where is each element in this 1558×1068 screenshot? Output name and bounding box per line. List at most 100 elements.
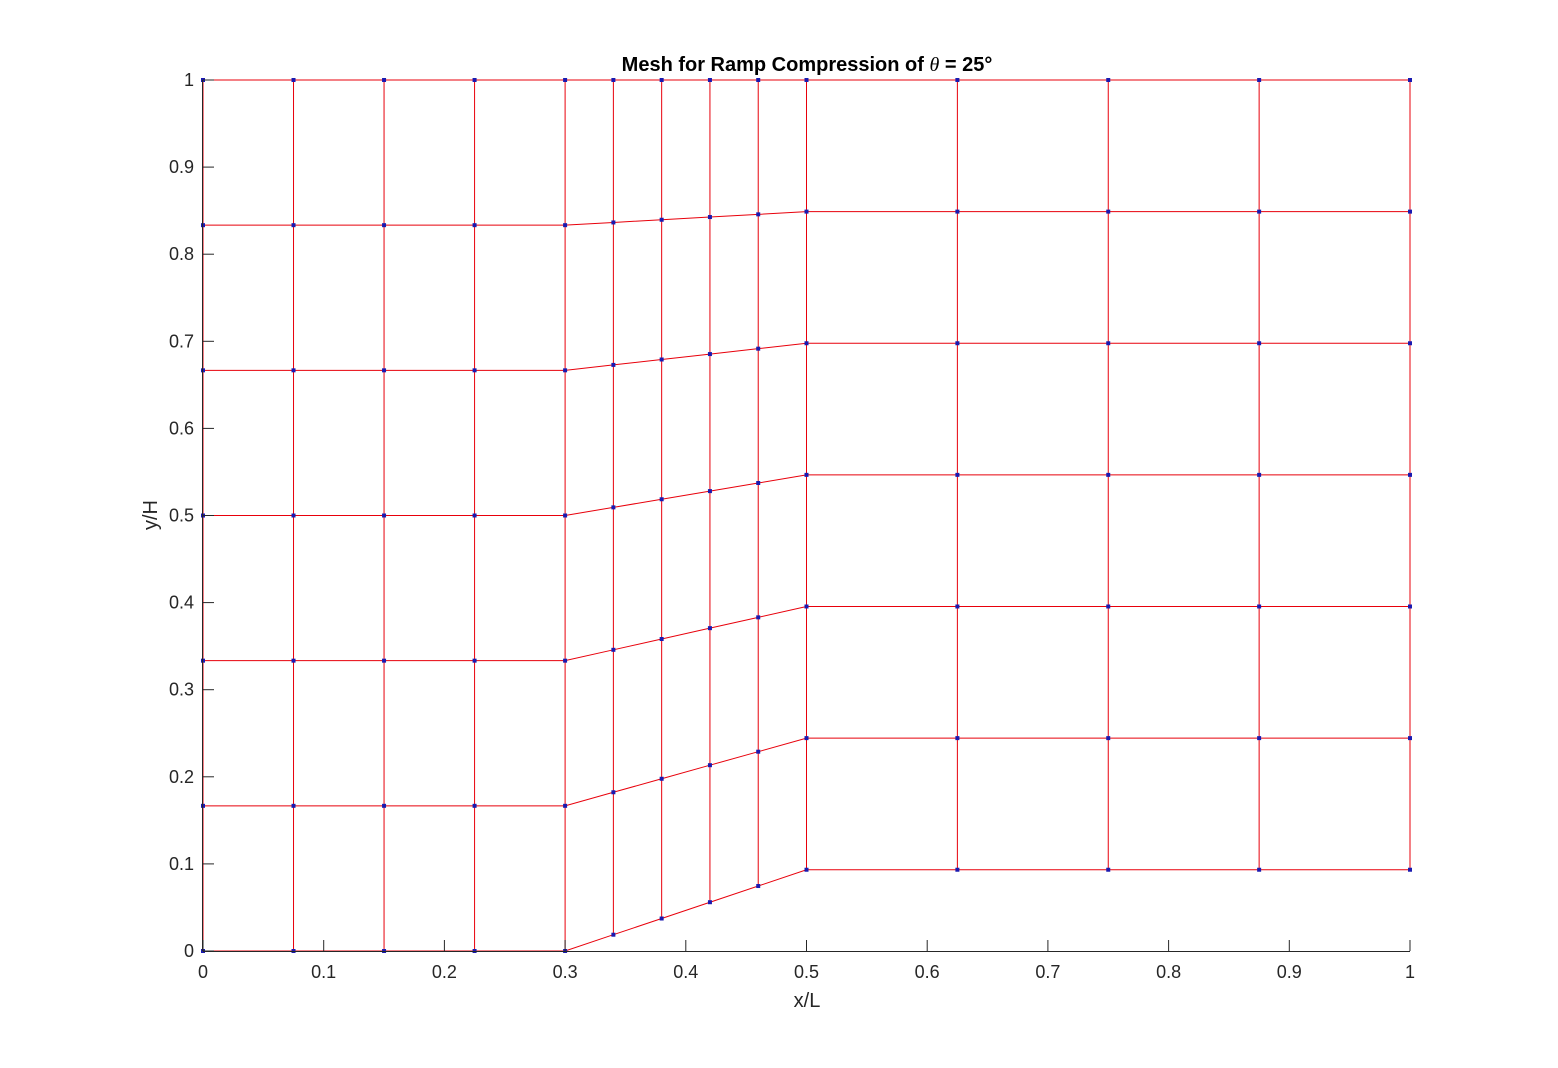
y-tick-label: 1 (184, 70, 194, 90)
mesh-node (659, 916, 664, 921)
mesh-node (804, 472, 809, 477)
mesh-node (291, 78, 296, 82)
mesh-node (611, 78, 616, 82)
mesh-node (1257, 78, 1262, 82)
mesh-node (1257, 867, 1262, 872)
mesh-node (756, 346, 761, 351)
mesh-node (563, 513, 568, 518)
mesh-node (1106, 472, 1111, 477)
mesh-node (1408, 472, 1412, 477)
y-axis-label: y/H (140, 500, 162, 530)
mesh-node (659, 78, 664, 82)
mesh-node (382, 223, 387, 228)
x-tick-label: 0 (198, 962, 208, 982)
mesh-node (1257, 341, 1262, 346)
mesh-node (955, 736, 960, 741)
mesh-node (1408, 78, 1412, 82)
y-tick-label: 0.5 (169, 506, 194, 526)
mesh-node (472, 803, 477, 808)
y-tick-label: 0.1 (169, 854, 194, 874)
mesh-node (804, 341, 809, 346)
mesh-node (1257, 472, 1262, 477)
mesh-node (707, 489, 712, 494)
mesh-node (382, 803, 387, 808)
mesh-node (707, 900, 712, 905)
mesh-node (563, 803, 568, 808)
title-theta-symbol: θ (929, 54, 939, 76)
mesh-node (955, 604, 960, 609)
mesh-node (659, 776, 664, 781)
mesh-node (611, 362, 616, 367)
mesh-node (1106, 867, 1111, 872)
mesh-node (955, 867, 960, 872)
x-tick-label: 0.6 (915, 962, 940, 982)
mesh-node (611, 505, 616, 510)
x-tick-label: 0.3 (553, 962, 578, 982)
mesh-node (1106, 341, 1111, 346)
mesh-node (707, 78, 712, 82)
y-tick-label: 0 (184, 941, 194, 961)
mesh-node (659, 497, 664, 502)
mesh-node (611, 220, 616, 225)
mesh-node (472, 513, 477, 518)
x-tick-label: 0.9 (1277, 962, 1302, 982)
mesh-node (1257, 209, 1262, 214)
mesh-node (804, 867, 809, 872)
y-tick-label: 0.7 (169, 331, 194, 351)
mesh-node (707, 763, 712, 768)
mesh-node (659, 217, 664, 222)
mesh-line-row-4 (203, 342, 1410, 371)
mesh-node (291, 223, 296, 228)
mesh-node (611, 932, 616, 937)
x-tick-label: 1 (1405, 962, 1415, 982)
mesh-line-row-1 (203, 737, 1410, 807)
y-tick-label: 0.8 (169, 244, 194, 264)
mesh-line-row-3 (203, 474, 1410, 516)
mesh-node (1408, 209, 1412, 214)
mesh-node (563, 223, 568, 228)
mesh-node (1408, 867, 1412, 872)
mesh-node (756, 481, 761, 486)
mesh-node (756, 212, 761, 217)
y-tick-label: 0.6 (169, 418, 194, 438)
mesh-node (382, 368, 387, 373)
mesh-node (291, 513, 296, 518)
mesh-line-row-5 (203, 211, 1410, 226)
x-tick-label: 0.5 (794, 962, 819, 982)
mesh-node (1257, 604, 1262, 609)
y-tick-label: 0.9 (169, 157, 194, 177)
y-tick-label: 0.2 (169, 767, 194, 787)
mesh-node (382, 78, 387, 82)
mesh-node (756, 78, 761, 82)
x-tick-label: 0.4 (673, 962, 698, 982)
mesh-node (1257, 736, 1262, 741)
mesh-node (756, 749, 761, 754)
mesh-node (611, 647, 616, 652)
x-tick-label: 0.2 (432, 962, 457, 982)
mesh-node (472, 658, 477, 663)
mesh-node (563, 368, 568, 373)
mesh-node (472, 78, 477, 82)
mesh-node (756, 615, 761, 620)
mesh-node (382, 658, 387, 663)
mesh-node (563, 658, 568, 663)
y-tick-label: 0.3 (169, 680, 194, 700)
mesh-node (955, 341, 960, 346)
x-axis-label: x/L (794, 990, 821, 1012)
x-tick-label: 0.1 (311, 962, 336, 982)
mesh-node (291, 803, 296, 808)
mesh-node (804, 736, 809, 741)
axes: 0 0.1 0.2 0.3 0.4 0.5 0.6 0.7 0.8 0.9 1 0 0.1 0.2 0.3 0… (169, 70, 1415, 982)
mesh-node (756, 884, 761, 889)
mesh-node (1106, 736, 1111, 741)
mesh-node (382, 513, 387, 518)
mesh-node (804, 78, 809, 82)
mesh-node (1408, 736, 1412, 741)
title-suffix: = 25° (939, 54, 992, 76)
mesh-node (291, 658, 296, 663)
mesh-node (955, 472, 960, 477)
mesh-node (1408, 604, 1412, 609)
mesh-node (291, 368, 296, 373)
mesh-node (659, 357, 664, 362)
